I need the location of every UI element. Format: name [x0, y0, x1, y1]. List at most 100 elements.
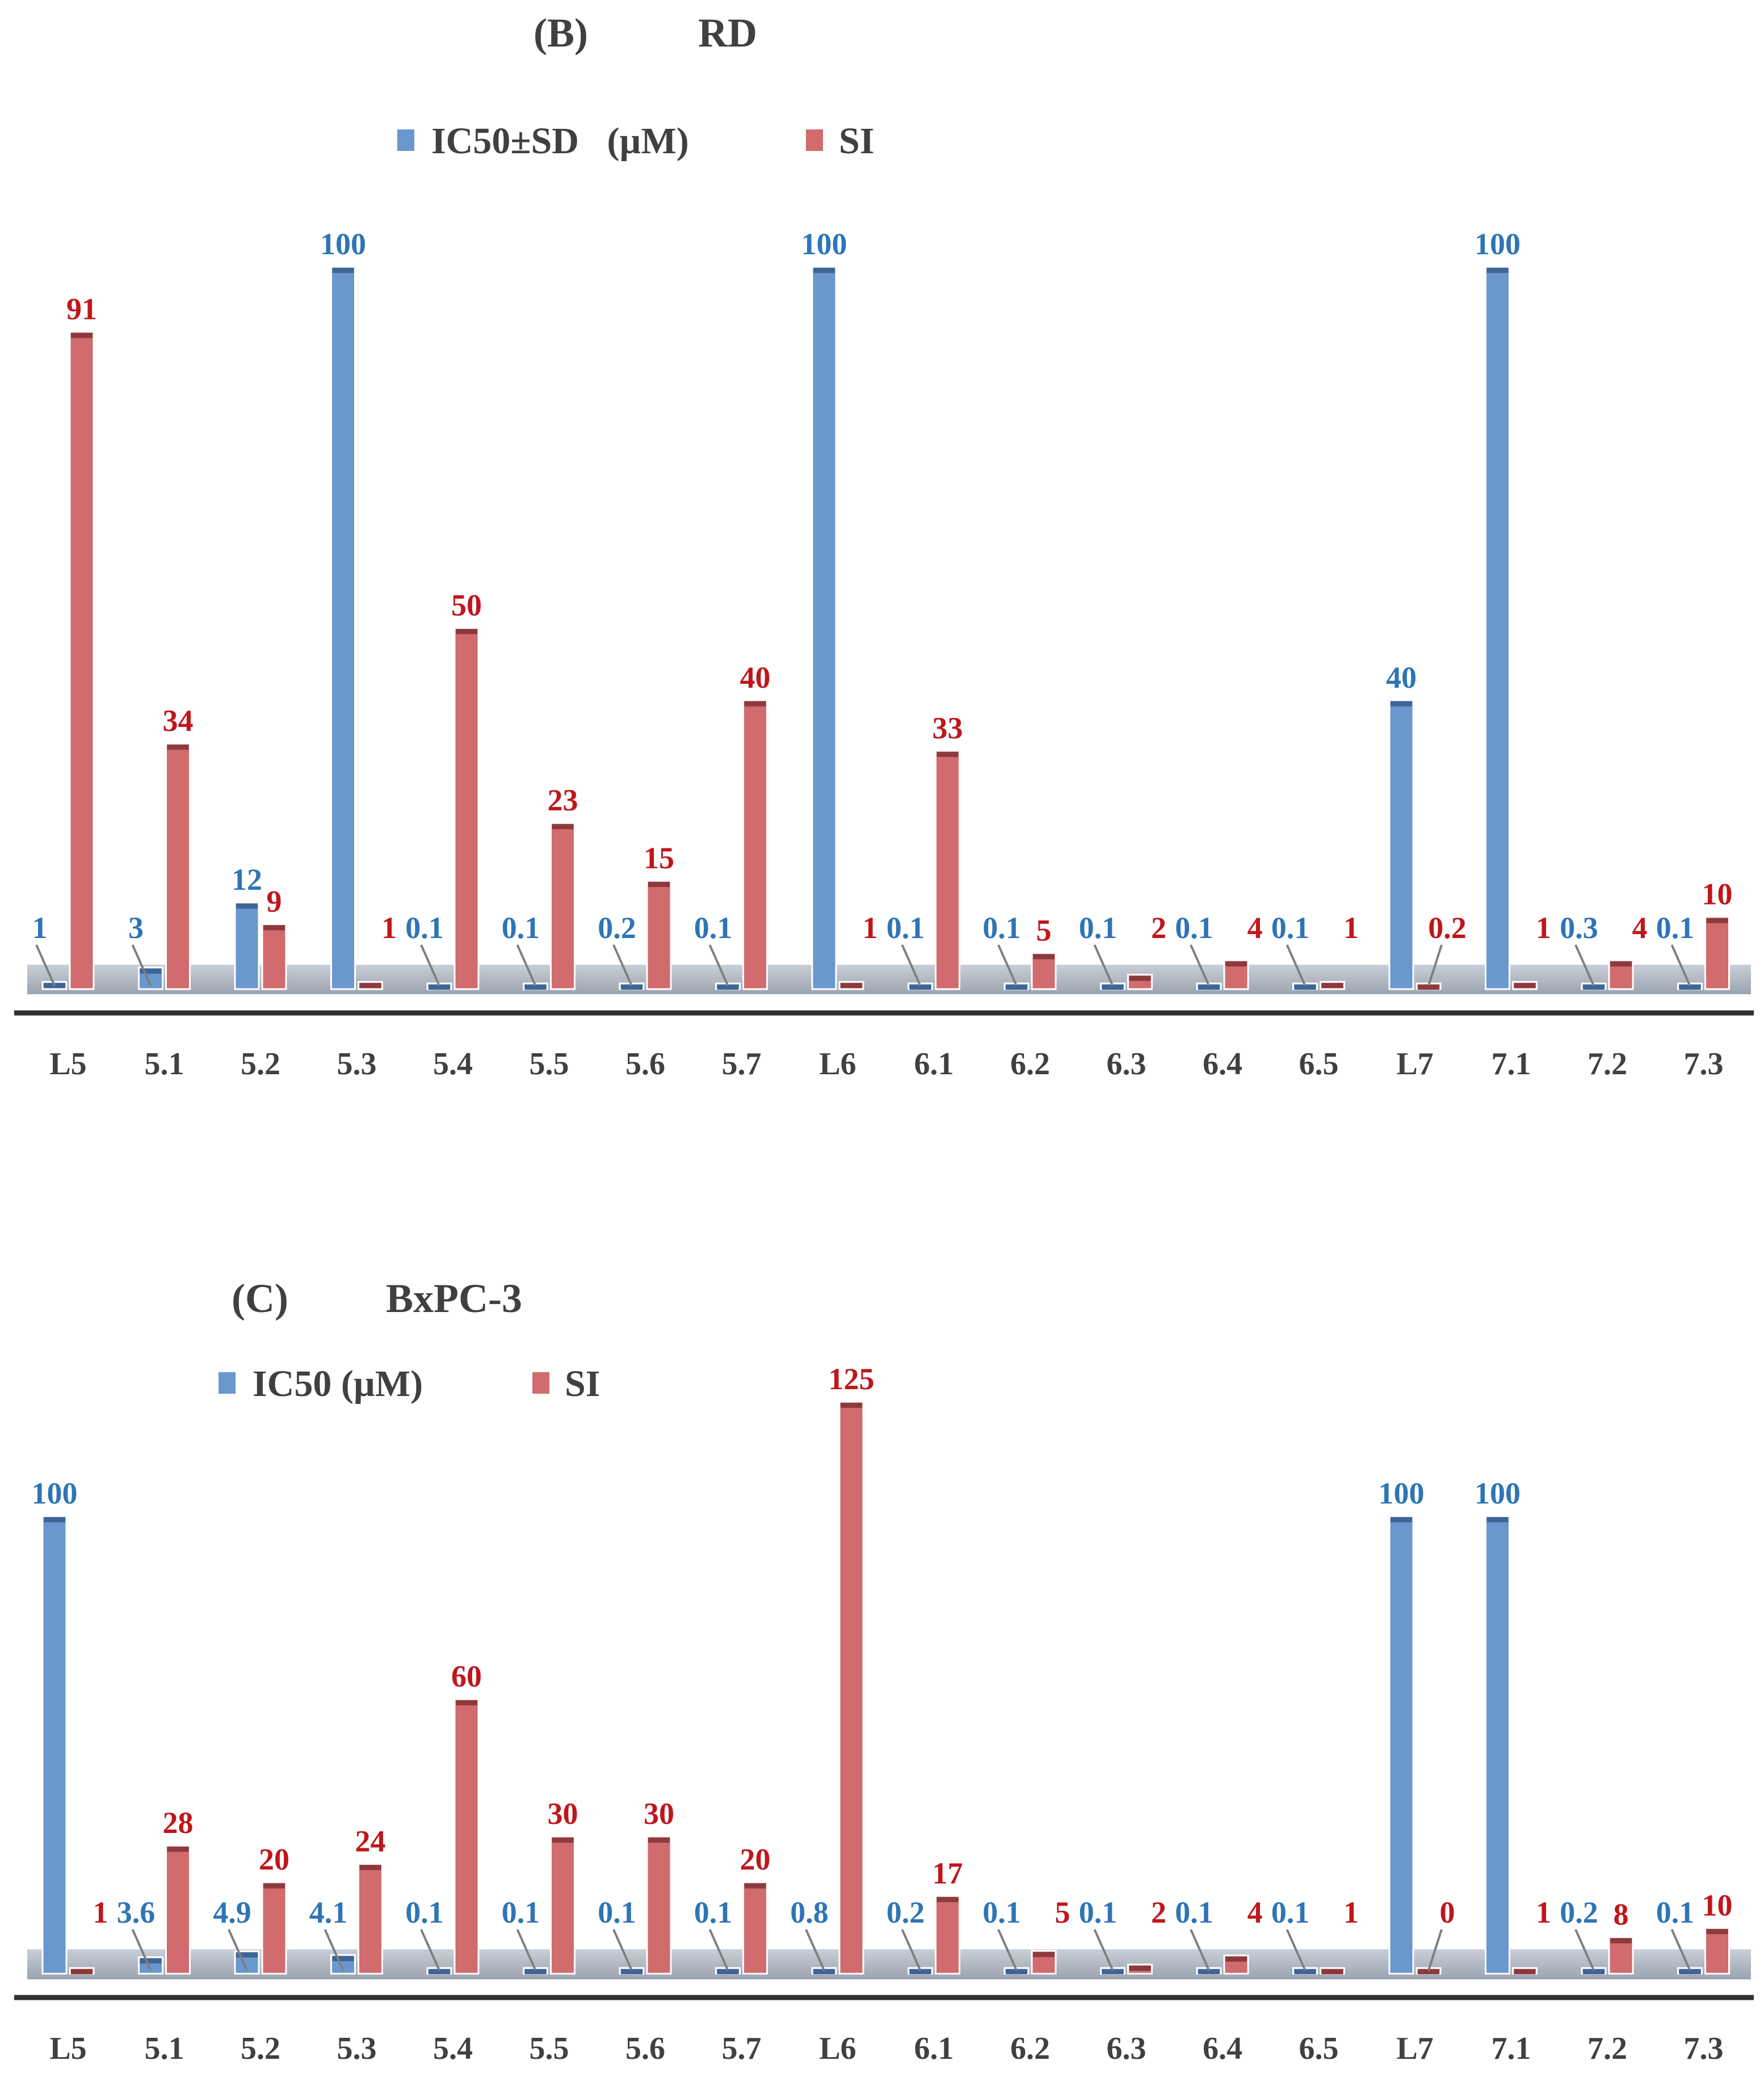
x-tick-label: 6.5: [1299, 2031, 1339, 2066]
si-data-label: 23: [548, 783, 578, 817]
si-data-label: 4: [1632, 911, 1648, 945]
plot-area: L510015.13.6285.24.9205.34.1245.40.1605.…: [14, 1362, 1754, 2066]
label-leader-line: [228, 1929, 248, 1971]
si-bar-5.2: [261, 923, 287, 990]
si-data-label: 0: [1440, 1895, 1455, 1929]
x-tick-label: 7.1: [1492, 1046, 1531, 1082]
label-leader-line: [420, 1929, 440, 1971]
legend-label-si: SI: [839, 120, 874, 162]
si-bar-cap-5.6: [648, 882, 670, 888]
si-data-label: 17: [933, 1856, 963, 1890]
ic50-bar-cap-5.3: [332, 1956, 354, 1961]
label-leader-line: [1670, 1929, 1691, 1971]
chart-panel-bxpc3: (C) BxPC-3 IC50 (µM) SI L510015.13.6285.…: [14, 1276, 1754, 2066]
ic50-data-label: 40: [1386, 661, 1417, 695]
si-bar-cap-L6: [841, 1403, 862, 1408]
ic50-data-label: 0.1: [1271, 1895, 1310, 1929]
ic50-bar-cap-7.3: [1679, 985, 1701, 990]
ic50-bar-cap-5.2: [236, 903, 258, 909]
x-tick-label: 5.5: [530, 2031, 569, 2066]
x-tick-label: L6: [819, 2031, 856, 2066]
ic50-data-label: 0.1: [1079, 1895, 1118, 1929]
si-bar-5.6: [646, 1835, 672, 1975]
label-leader-line: [1427, 944, 1443, 986]
si-bar-cap-L6: [841, 983, 862, 989]
ic50-bar-cap-7.2: [1583, 1969, 1605, 1974]
ic50-bar-cap-5.7: [717, 985, 739, 990]
x-tick-label: 6.1: [914, 1046, 954, 1082]
x-tick-label: 5.7: [722, 2031, 762, 2066]
si-bar-5.1: [165, 742, 191, 990]
si-bar-cap-6.4: [1225, 1956, 1247, 1962]
label-leader-line: [708, 1929, 729, 1971]
ic50-bar-cap-5.5: [524, 985, 547, 990]
si-bar-cap-6.4: [1225, 961, 1247, 967]
si-bar-cap-5.6: [648, 1837, 670, 1843]
label-leader-line: [131, 944, 152, 986]
legend-swatch-si: [806, 129, 823, 151]
ic50-data-label: 0.1: [502, 1895, 540, 1929]
ic50-data-label: 0.3: [1560, 911, 1598, 945]
si-data-label: 28: [163, 1806, 194, 1840]
legend-swatch-si: [532, 1372, 549, 1394]
chart-title: RD: [698, 10, 757, 56]
ic50-bar-5.2: [234, 901, 260, 990]
ic50-bar-cap-6.2: [1006, 1969, 1027, 1974]
x-tick-label: L7: [1396, 1046, 1433, 1082]
x-tick-label: 5.4: [433, 1046, 473, 1082]
si-data-label: 34: [163, 704, 194, 738]
plot-area: L51915.13345.21295.310015.40.1505.50.123…: [14, 227, 1754, 1082]
ic50-data-label: 0.1: [405, 911, 444, 945]
ic50-bar-cap-6.4: [1198, 985, 1220, 990]
si-bar-5.3: [358, 1862, 383, 1975]
si-data-label: 5: [1036, 913, 1052, 947]
label-leader-line: [516, 944, 537, 986]
si-bar-7.3: [1704, 916, 1730, 990]
x-tick-label: 6.3: [1107, 2031, 1146, 2066]
legend-swatch-ic50: [219, 1372, 236, 1394]
x-tick-label: 5.4: [433, 2031, 473, 2066]
si-bar-6.1: [935, 1895, 960, 1975]
ic50-data-label: 100: [320, 227, 366, 261]
x-tick-label: 6.5: [1299, 1046, 1339, 1082]
si-data-label: 60: [451, 1659, 482, 1693]
x-tick-label: 5.5: [530, 1046, 569, 1082]
label-leader-line: [1286, 1929, 1307, 1971]
ic50-data-label: 0.1: [887, 911, 925, 945]
ic50-bar-cap-5.7: [717, 1969, 739, 1974]
ic50-bar-5.3: [330, 266, 356, 990]
ic50-data-label: 0.1: [1656, 911, 1695, 945]
si-data-label: 4: [1248, 911, 1263, 945]
si-data-label: 40: [740, 661, 771, 695]
ic50-bar-cap-7.2: [1583, 985, 1605, 990]
ic50-bar-cap-5.3: [332, 268, 354, 273]
label-leader-line: [324, 1929, 345, 1971]
ic50-data-label: 100: [1379, 1477, 1425, 1511]
si-data-label: 1: [1343, 911, 1359, 945]
si-bar-5.1: [165, 1844, 191, 1975]
si-data-label: 30: [548, 1797, 578, 1831]
si-bar-L5: [69, 331, 95, 990]
ic50-bar-cap-6.1: [909, 985, 931, 990]
ic50-data-label: 100: [32, 1477, 78, 1511]
si-bar-cap-5.5: [552, 1837, 574, 1843]
si-bar-5.6: [646, 880, 672, 990]
si-data-label: 1: [1536, 911, 1551, 945]
x-tick-label: L7: [1396, 2031, 1433, 2066]
ic50-bar-cap-5.4: [429, 1969, 450, 1974]
label-leader-line: [1286, 944, 1307, 986]
panel-label: (B): [534, 10, 588, 56]
label-leader-line: [1093, 944, 1114, 986]
si-bar-cap-7.3: [1706, 1929, 1728, 1935]
si-data-label: 20: [259, 1843, 289, 1877]
x-tick-label: 5.6: [625, 2031, 665, 2066]
si-bar-cap-5.7: [744, 701, 766, 707]
si-bar-6.1: [935, 750, 960, 990]
x-tick-label: 7.3: [1684, 1046, 1724, 1082]
si-data-label: 9: [267, 884, 282, 918]
ic50-bar-cap-L5: [44, 1517, 65, 1523]
chart-title: BxPC-3: [386, 1276, 522, 1321]
x-tick-label: 5.6: [625, 1046, 665, 1082]
si-bar-5.4: [453, 627, 480, 990]
ic50-bar-cap-5.1: [140, 1958, 162, 1963]
